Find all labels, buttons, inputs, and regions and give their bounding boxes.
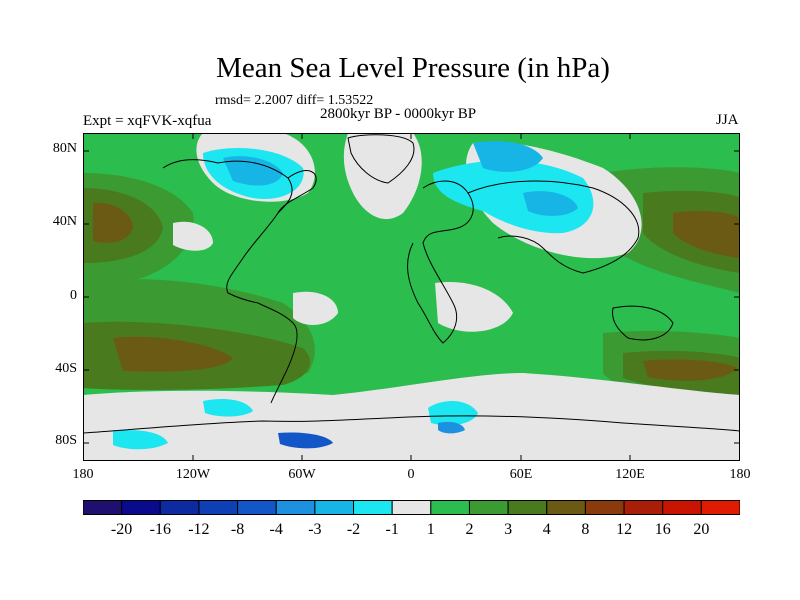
colorbar-box <box>83 500 123 515</box>
colorbar-label: 20 <box>693 521 710 538</box>
field-blue-bellingshausen <box>278 432 333 449</box>
coastlines <box>83 134 740 434</box>
lat-tick-40n: 40N <box>52 214 77 229</box>
field-cyan-weddell <box>428 401 478 426</box>
colorbar-box <box>468 500 509 515</box>
coast-asia <box>467 180 640 274</box>
colorbar-label: 4 <box>542 521 551 538</box>
field-brown-west-pacific <box>673 210 740 258</box>
colorbar-box <box>353 500 393 515</box>
lat-tick-0: 0 <box>70 288 77 303</box>
colorbar-label: 8 <box>581 521 590 538</box>
lat-tick-40s: 40S <box>55 361 77 376</box>
colorbar-label: 12 <box>616 521 633 538</box>
field-white-south-atlantic <box>293 291 338 325</box>
colorbar-box <box>700 500 740 515</box>
field-cyan-amundsen <box>203 399 253 417</box>
colorbar-box <box>121 500 161 515</box>
lon-tick-120e: 120E <box>615 467 645 482</box>
coast-europe-africa <box>407 180 474 344</box>
colorbar-label: 2 <box>465 521 474 538</box>
colorbar-box <box>198 500 239 515</box>
subtitle: 2800kyr BP - 0000kyr BP <box>320 106 477 122</box>
lat-tick-80s: 80S <box>55 433 77 448</box>
field-cyan-ross <box>113 430 168 450</box>
coast-greenland <box>347 134 415 184</box>
coast-antarctica <box>83 415 740 434</box>
colorbar-label: -2 <box>346 521 361 538</box>
colorbar-box <box>159 500 200 515</box>
colorbar-label: -4 <box>269 521 283 538</box>
pressure-map <box>83 133 740 461</box>
colorbar-label: -12 <box>188 521 210 538</box>
figure-title: Mean Sea Level Pressure (in hPa) <box>216 52 610 84</box>
map-ticks <box>83 133 740 461</box>
colorbar-label: -1 <box>385 521 399 538</box>
field-lightblue-central-asia <box>523 191 578 216</box>
field-brown-south-pacific <box>113 336 233 372</box>
colorbar-box <box>314 500 355 515</box>
coast-south-america <box>257 302 298 404</box>
colorbar-label: 16 <box>654 521 671 538</box>
lon-tick-120w: 120W <box>175 467 211 482</box>
coast-hudson <box>277 170 317 214</box>
field-white-greenland <box>343 133 422 220</box>
field-blue-weddell <box>438 421 465 434</box>
coast-australia <box>612 305 674 341</box>
colorbar-box <box>584 500 625 515</box>
colorbar-label: 3 <box>504 521 513 538</box>
colorbar-box <box>507 500 548 515</box>
field-brown-south-indian <box>643 359 738 381</box>
season-label: JJA <box>716 112 739 128</box>
colorbar <box>83 500 740 515</box>
field-brown-north-pacific <box>93 202 133 243</box>
colorbar-label: 1 <box>426 521 435 538</box>
field-lightblue-scandinavia <box>473 141 543 172</box>
field-white-pacific-spot <box>173 221 213 251</box>
colorbar-label: -20 <box>110 521 133 538</box>
lat-tick-80n: 80N <box>52 141 77 156</box>
colorbar-label: -16 <box>149 521 171 538</box>
colorbar-box <box>546 500 586 515</box>
colorbar-label: -3 <box>308 521 322 538</box>
lon-tick-180e: 180 <box>729 467 751 482</box>
lon-tick-180w: 180 <box>72 467 94 482</box>
colorbar-box <box>391 500 432 515</box>
colorbar-box <box>275 500 316 515</box>
lon-tick-60w: 60W <box>288 467 316 482</box>
colorbar-box <box>430 500 470 515</box>
experiment-label: Expt = xqFVK-xqfua <box>83 113 212 129</box>
colorbar-label: -8 <box>230 521 245 538</box>
lon-tick-60e: 60E <box>509 467 533 482</box>
lon-tick-0: 0 <box>407 467 415 482</box>
colorbar-box <box>237 500 277 515</box>
stats-label: rmsd= 2.2007 diff= 1.53522 <box>215 93 374 108</box>
colorbar-box <box>662 500 702 515</box>
colorbar-box <box>623 500 664 515</box>
field-white-southern-africa <box>435 282 513 332</box>
field-lightblue-north-america <box>223 156 283 186</box>
